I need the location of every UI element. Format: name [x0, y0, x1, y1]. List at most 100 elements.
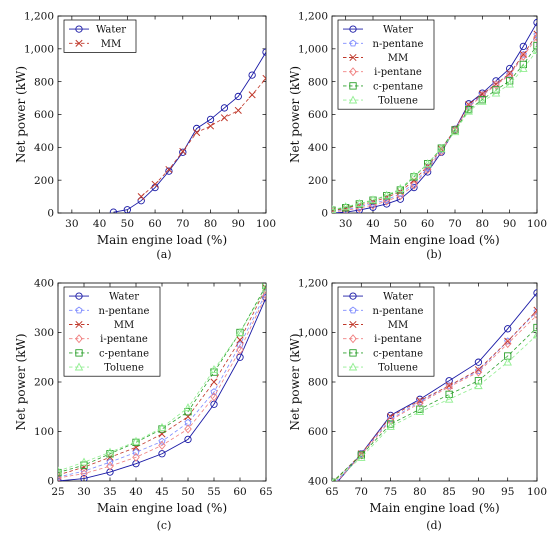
data-point-c-pentane — [465, 105, 473, 114]
y-tick-label: 1,000 — [298, 43, 328, 55]
legend-marker-n-pentane — [349, 306, 357, 314]
legend-label-c-pentane: c-pentane — [99, 348, 149, 359]
data-point-Water — [109, 208, 118, 213]
data-point-Water — [445, 377, 453, 385]
legend-label-Water: Water — [109, 292, 139, 303]
data-point-Toluene — [58, 466, 63, 475]
series-line-Toluene — [58, 287, 266, 472]
x-tick-label: 95 — [501, 486, 514, 498]
data-point-n-pentane — [132, 448, 140, 456]
x-axis-label: Main engine load (%) — [97, 501, 227, 515]
y-tick-label: 0 — [47, 476, 54, 488]
data-point-n-pentane — [396, 189, 404, 197]
data-point-i-pentane — [262, 290, 266, 300]
data-point-n-pentane — [506, 70, 514, 78]
series-line-i-pentane — [337, 314, 537, 481]
data-point-n-pentane — [533, 307, 537, 315]
data-point-MM — [416, 397, 424, 405]
legend-marker-Toluene — [74, 362, 84, 371]
series-group — [58, 283, 266, 481]
data-point-Toluene — [444, 394, 454, 403]
data-point-c-pentane — [519, 60, 527, 69]
data-point-Water — [533, 18, 537, 27]
y-tick-label: 400 — [308, 142, 328, 154]
x-tick-label: 40 — [129, 486, 142, 498]
data-point-n-pentane — [158, 437, 166, 445]
data-point-Toluene — [396, 184, 405, 193]
x-tick-label: 85 — [442, 486, 455, 498]
legend-label-Water: Water — [383, 25, 413, 36]
data-point-i-pentane — [474, 367, 483, 377]
data-point-i-pentane — [410, 180, 418, 190]
data-point-Toluene — [157, 422, 167, 431]
data-point-MM — [506, 69, 514, 78]
data-point-c-pentane — [332, 206, 336, 213]
data-point-c-pentane — [451, 126, 459, 134]
data-point-i-pentane — [386, 415, 395, 425]
data-point-i-pentane — [503, 339, 512, 349]
x-tick-label: 50 — [121, 218, 134, 230]
data-point-Toluene — [382, 190, 391, 199]
x-tick-label: 75 — [384, 486, 397, 498]
y-tick-label: 200 — [308, 175, 328, 187]
data-point-MM — [519, 51, 527, 59]
y-tick-label: 200 — [34, 377, 54, 389]
legend-marker-Water — [75, 25, 83, 33]
data-point-Toluene — [532, 330, 537, 339]
data-point-MM — [210, 378, 218, 386]
y-tick-label: 1,200 — [298, 11, 328, 23]
legend-marker-MM — [75, 39, 83, 47]
series-line-Toluene — [332, 50, 537, 211]
x-tick-label: 50 — [181, 486, 194, 498]
series-line-i-pentane — [58, 295, 266, 479]
legend-marker-c-pentane — [349, 82, 357, 90]
data-point-Water — [519, 42, 527, 51]
data-point-i-pentane — [519, 51, 528, 61]
legend: Water n-pentane MM i-pentane c-pentane Toluen… — [337, 286, 435, 377]
x-tick-label: 70 — [448, 218, 461, 230]
data-point-i-pentane — [184, 424, 192, 434]
data-point-Toluene — [355, 198, 364, 207]
x-tick-label: 45 — [155, 486, 168, 498]
legend-box — [337, 286, 435, 377]
y-tick-label: 1,200 — [24, 11, 54, 23]
series-line-c-pentane — [332, 45, 537, 211]
data-point-c-pentane — [357, 451, 365, 459]
legend-label-MM: MM — [388, 53, 408, 64]
data-point-c-pentane — [478, 96, 486, 104]
legend-box — [63, 19, 137, 53]
x-tick-label: 60 — [233, 486, 246, 498]
data-point-MM — [474, 366, 482, 374]
data-point-Water — [158, 450, 166, 458]
legend-marker-n-pentane — [75, 306, 83, 314]
x-tick-label: 80 — [204, 218, 217, 230]
data-point-i-pentane — [357, 450, 366, 460]
legend-label-i-pentane: i-pentane — [374, 67, 422, 78]
legend-marker-i-pentane — [349, 334, 357, 344]
x-tick-label: 25 — [51, 486, 64, 498]
data-point-Toluene — [474, 381, 483, 390]
data-point-Water — [504, 325, 512, 333]
data-point-MM — [151, 180, 159, 188]
data-point-Toluene — [478, 96, 487, 105]
x-tick-label: 100 — [527, 218, 547, 230]
data-point-i-pentane — [451, 125, 459, 135]
data-point-i-pentane — [533, 32, 537, 42]
data-point-Toluene — [409, 171, 419, 180]
data-point-c-pentane — [184, 408, 192, 416]
legend-marker-i-pentane — [75, 334, 83, 344]
series-line-MM — [140, 78, 266, 197]
legend-label-MM: MM — [101, 39, 121, 50]
data-point-i-pentane — [416, 398, 424, 408]
x-tick-label: 55 — [207, 486, 220, 498]
data-point-c-pentane — [416, 405, 424, 413]
y-tick-label: 100 — [34, 426, 54, 438]
data-point-c-pentane — [410, 173, 418, 181]
x-tick-label: 40 — [93, 218, 106, 230]
legend-label-Toluene: Toluene — [378, 96, 418, 107]
y-axis-label: Net power (kW) — [288, 333, 302, 430]
chart-panel-3: 25 30 35 40 45 50 55 60 65 0 100 200 300 400 Main engi… — [14, 278, 273, 532]
x-axis-label: Main engine load (%) — [97, 233, 227, 247]
legend-marker-Toluene — [348, 362, 358, 371]
